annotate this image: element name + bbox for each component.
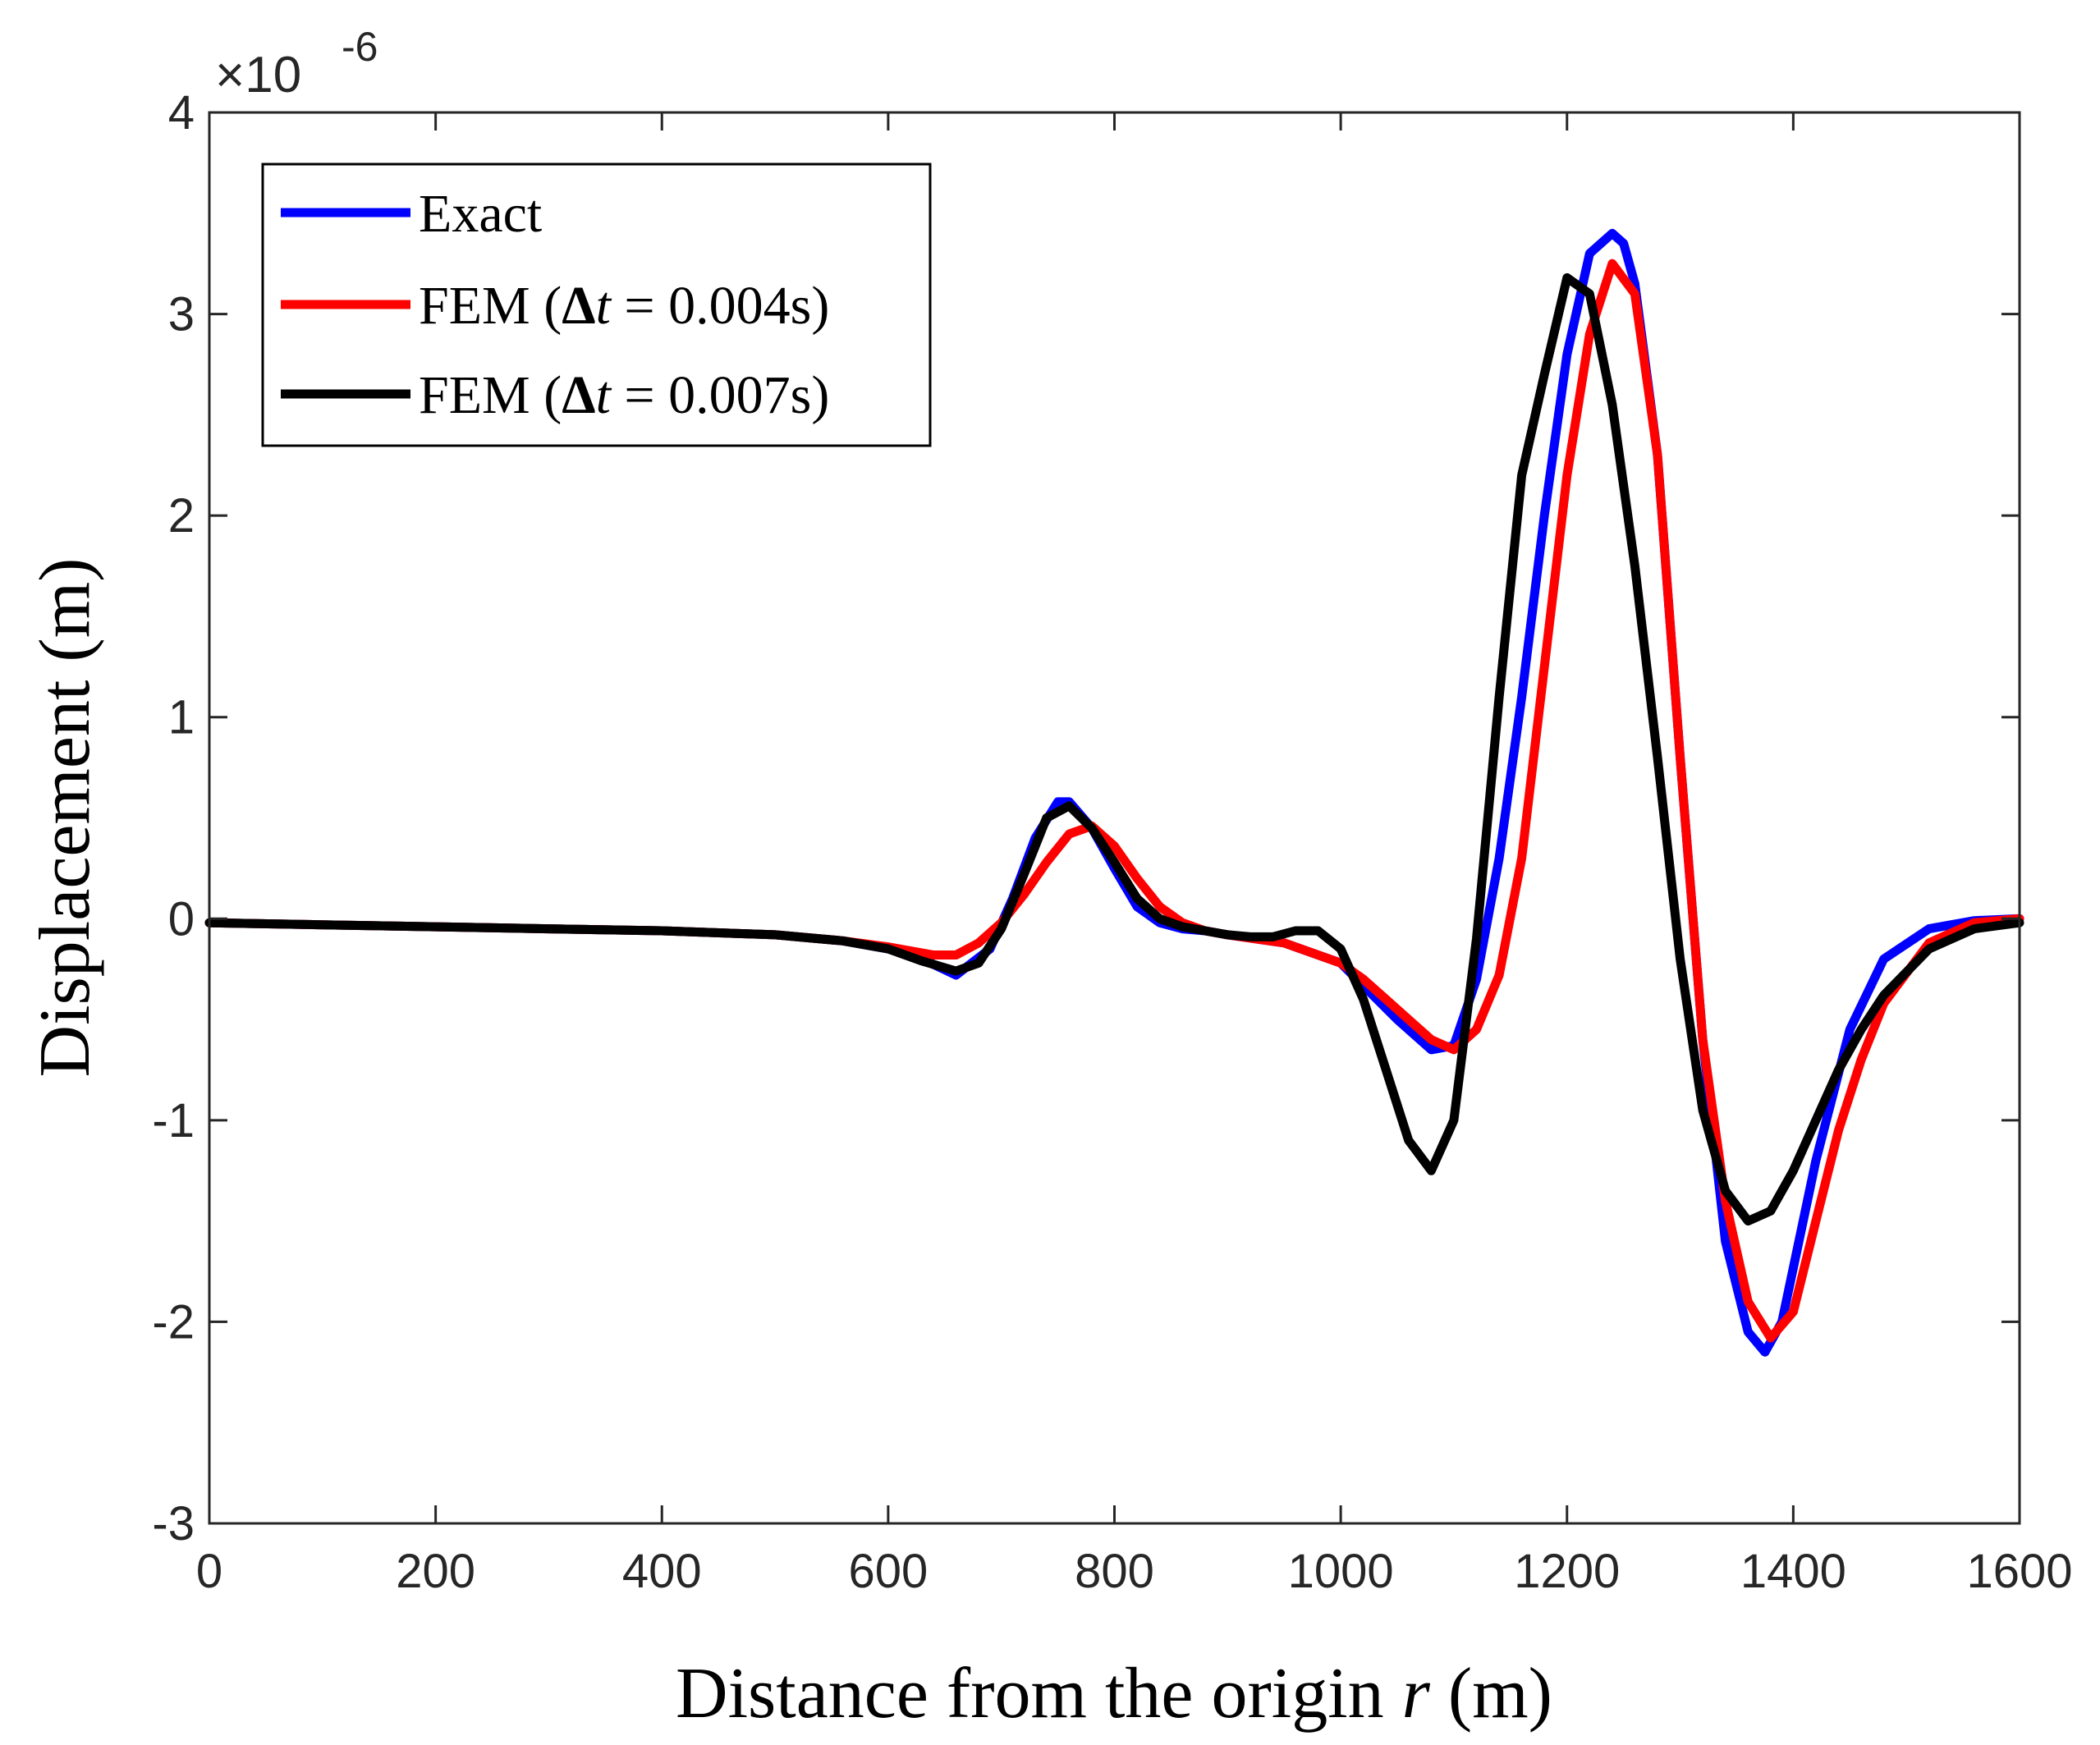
legend-label-exact: Exact: [419, 184, 542, 244]
y-tick-label: 2: [168, 489, 195, 543]
x-tick-label: 1600: [1966, 1545, 2072, 1598]
x-tick-label: 1200: [1514, 1545, 1620, 1598]
x-tick-label: 1400: [1740, 1545, 1846, 1598]
y-tick-label: -2: [152, 1295, 195, 1349]
y-exponent-power: -6: [342, 24, 378, 70]
y-axis-title: Displacement (m): [25, 558, 105, 1078]
y-tick-label: -1: [152, 1094, 195, 1147]
y-tick-label: 3: [168, 288, 195, 341]
y-exponent-label: ×10 -6: [215, 24, 378, 103]
x-tick-label: 1000: [1288, 1545, 1394, 1598]
y-tick-label: 4: [168, 86, 195, 140]
legend: Exact FEM (Δt = 0.004s) FEM (Δt = 0.007s…: [261, 163, 932, 447]
lines-layer: [204, 228, 2024, 1357]
series-line-2: [204, 273, 2024, 1226]
x-axis-title: Distance from the origin r (m): [676, 1654, 1552, 1734]
x-tick-label: 800: [1075, 1545, 1154, 1598]
x-tick-label: 200: [396, 1545, 475, 1598]
y-tick-label: 1: [168, 691, 195, 744]
y-tick-label: -3: [152, 1497, 195, 1550]
series-line-1: [204, 259, 2024, 1343]
legend-label-fem-004: FEM (Δt = 0.004s): [419, 276, 829, 336]
ticks-layer: 0 200 400 600 800 1000 1200 1400 1600 -3 -2 -1 0 1 2 3 4: [152, 86, 2072, 1598]
legend-label-fem-007: FEM (Δt = 0.007s): [419, 365, 829, 425]
x-tick-label: 400: [622, 1545, 702, 1598]
x-tick-label: 600: [848, 1545, 928, 1598]
plot-frame: [208, 111, 2021, 1525]
y-exponent-base: ×10: [215, 47, 301, 103]
x-tick-label: 0: [196, 1545, 222, 1598]
y-tick-label: 0: [168, 892, 195, 946]
